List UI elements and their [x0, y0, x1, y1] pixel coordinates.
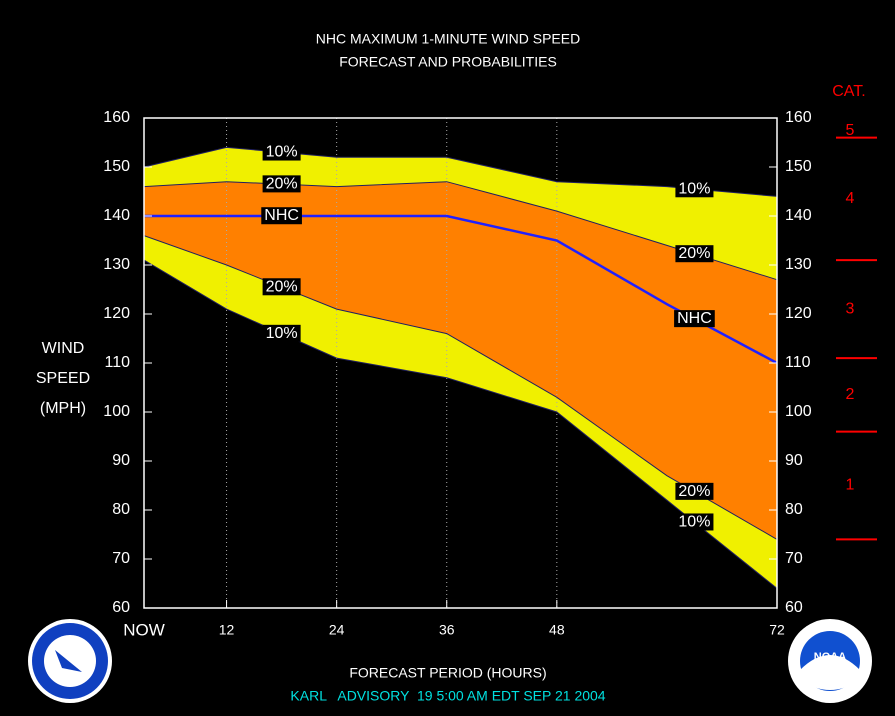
chart-title: NHC MAXIMUM 1-MINUTE WIND SPEED — [316, 31, 580, 47]
series-line — [143, 181, 778, 281]
label-box — [262, 278, 301, 296]
x-tick-label: NOW — [123, 620, 165, 639]
y2-tick-label: 150 — [785, 158, 812, 175]
series-label: 10% — [675, 180, 714, 198]
series-label-text: NHC — [677, 310, 712, 327]
y-tick-label: 60 — [112, 599, 130, 616]
x-axis-label: FORECAST PERIOD (HOURS) — [349, 665, 546, 681]
x-tick-label: 48 — [549, 622, 565, 638]
x-tick-label: 72 — [769, 622, 785, 638]
series-line — [143, 259, 778, 589]
y-tick-label: 80 — [112, 501, 130, 518]
y-tick-label: 120 — [103, 305, 130, 322]
label-box — [674, 310, 715, 328]
y-tick-label: 130 — [103, 256, 130, 273]
label-box — [675, 245, 714, 263]
series-line — [143, 235, 778, 540]
series-label: NHC — [261, 207, 302, 225]
chart-subtitle: FORECAST AND PROBABILITIES — [339, 54, 557, 70]
series-label: 10% — [262, 143, 301, 161]
series-label: NHC — [674, 310, 715, 328]
category-label: 5 — [846, 122, 855, 139]
series-label: 10% — [675, 513, 714, 531]
x-tick-label: 36 — [439, 622, 455, 638]
y2-tick-label: 90 — [785, 452, 803, 469]
series-label-text: 20% — [678, 483, 710, 500]
series-line — [143, 146, 778, 197]
series-label: 20% — [262, 175, 301, 193]
y2-tick-label: 160 — [785, 109, 812, 126]
y-tick-label: 70 — [112, 550, 130, 567]
y2-tick-label: 130 — [785, 256, 812, 273]
y2-tick-label: 110 — [785, 354, 811, 371]
y2-tick-label: 60 — [785, 599, 803, 616]
y-tick-label: 160 — [103, 109, 130, 126]
category-label: 3 — [846, 300, 855, 317]
probability-band — [144, 181, 777, 540]
y2-tick-label: 70 — [785, 550, 803, 567]
category-label: 2 — [846, 386, 855, 403]
x-tick-label: 12 — [219, 622, 235, 638]
y2-tick-label: 80 — [785, 501, 803, 518]
series-label-text: 10% — [678, 513, 710, 530]
y-tick-label: 150 — [103, 158, 130, 175]
series-label: 20% — [675, 245, 714, 263]
series-label: 10% — [262, 324, 301, 342]
y-axis-label: (MPH) — [40, 400, 86, 417]
y-axis-label: WIND — [42, 340, 85, 357]
label-box — [675, 482, 714, 500]
category-label: 1 — [846, 477, 855, 494]
label-box — [261, 207, 302, 225]
y2-tick-label: 140 — [785, 207, 812, 224]
label-box — [675, 513, 714, 531]
y2-tick-label: 120 — [785, 305, 812, 322]
category-title: CAT. — [832, 83, 865, 100]
series-label: 20% — [262, 278, 301, 296]
y-tick-label: 100 — [103, 403, 130, 420]
series-label-text: 10% — [266, 144, 298, 161]
nws-logo — [28, 619, 112, 703]
y2-tick-label: 100 — [785, 403, 812, 420]
label-box — [262, 143, 301, 161]
x-tick-label: 24 — [329, 622, 345, 638]
series-label: 20% — [675, 482, 714, 500]
y-tick-label: 110 — [104, 354, 130, 371]
y-tick-label: 140 — [103, 207, 130, 224]
category-label: 4 — [846, 190, 855, 207]
noaa-logo: NOAA — [788, 619, 872, 703]
y-axis-label: SPEED — [36, 370, 90, 387]
label-box — [262, 175, 301, 193]
label-box — [262, 324, 301, 342]
footer: KARL ADVISORY 19 5:00 AM EDT SEP 21 2004 — [290, 688, 605, 704]
series-label-text: 10% — [678, 180, 710, 197]
series-label-text: 20% — [266, 278, 298, 295]
series-label-text: 20% — [678, 245, 710, 262]
logo-text: NOAA — [814, 651, 846, 663]
series-label-text: NHC — [264, 207, 299, 224]
series-line — [144, 214, 778, 365]
y-tick-label: 90 — [112, 452, 130, 469]
label-box — [675, 180, 714, 198]
series-label-text: 20% — [266, 175, 298, 192]
series-label-text: 10% — [266, 325, 298, 342]
